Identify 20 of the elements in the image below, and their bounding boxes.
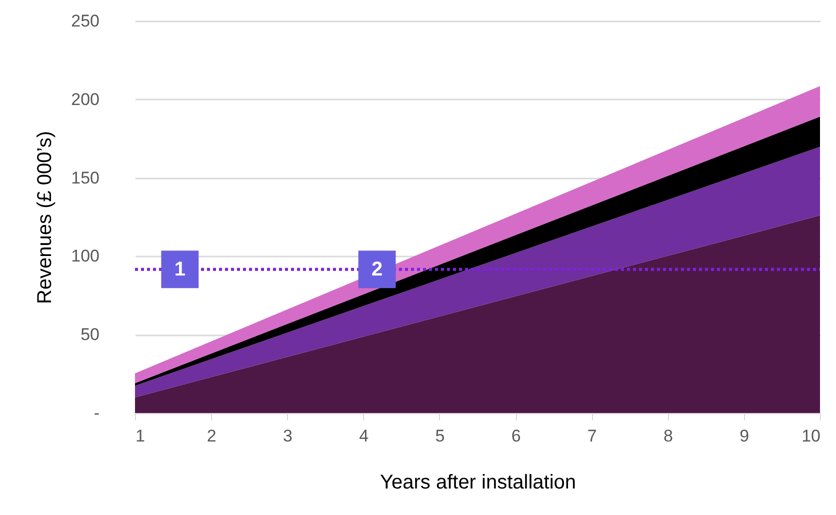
- x-tick-label: 2: [206, 426, 216, 446]
- x-axis-title: Years after installation: [380, 472, 576, 494]
- annotation: 2: [371, 258, 383, 280]
- x-tick-label: 6: [511, 426, 521, 446]
- x-tick-label: 5: [435, 426, 445, 446]
- y-tick-label: 150: [71, 168, 100, 188]
- x-tick-label: 1: [136, 426, 145, 446]
- x-tick-label: 10: [802, 426, 820, 446]
- x-tick-label: 8: [664, 426, 674, 446]
- x-tick-label: 3: [282, 426, 292, 446]
- x-tick-label: 7: [587, 426, 597, 446]
- annotation: 1: [174, 258, 186, 280]
- y-tick-label: 250: [71, 12, 100, 30]
- y-tick-label: 50: [80, 325, 100, 344]
- y-tick-label: 100: [71, 246, 100, 266]
- x-tick-label: 9: [740, 426, 750, 446]
- y-axis-title: Revenues (£ 000’s): [34, 130, 56, 304]
- x-tick-label: 4: [359, 426, 369, 446]
- y-tick-label: -: [94, 404, 100, 422]
- y-tick-label: 200: [71, 90, 100, 109]
